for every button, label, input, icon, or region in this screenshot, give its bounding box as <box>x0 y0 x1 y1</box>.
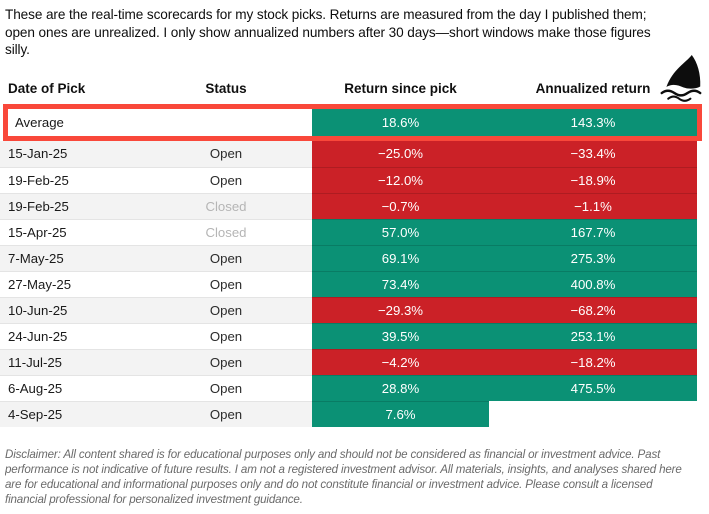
return-since-pick-cell: 69.1% <box>312 244 489 271</box>
return-since-pick-cell: 28.8% <box>312 374 489 401</box>
table-header-row: Date of Pick Status Return since pick An… <box>0 80 697 98</box>
pick-date-cell: 15-Apr-25 <box>0 218 140 245</box>
table-row: 4-Sep-25 Open 7.6% <box>0 400 697 427</box>
table-row: 6-Aug-25 Open 28.8% 475.5% <box>0 374 697 401</box>
pick-status-cell: Open <box>140 374 312 401</box>
pick-date-cell: 11-Jul-25 <box>0 348 140 375</box>
table-row: 10-Jun-25 Open −29.3% −68.2% <box>0 296 697 323</box>
header-status: Status <box>205 81 247 97</box>
return-since-pick-cell: 57.0% <box>312 218 489 245</box>
pick-status-cell: Open <box>140 400 312 427</box>
annualized-return-cell: 400.8% <box>489 270 697 297</box>
annualized-return-cell: 253.1% <box>489 322 697 349</box>
disclaimer-text: Disclaimer: All content shared is for ed… <box>0 447 709 508</box>
average-label: Average <box>8 108 312 136</box>
disclaimer-line: financial professional for personalized … <box>5 493 303 507</box>
header-return-since-pick: Return since pick <box>344 81 457 97</box>
table-row: 15-Jan-25 Open −25.0% −33.4% <box>0 140 697 167</box>
annualized-return-cell: 475.5% <box>489 374 697 401</box>
pick-status-cell: Open <box>140 322 312 349</box>
annualized-return-cell <box>489 400 697 427</box>
average-row-highlight-box: Average 18.6% 143.3% <box>3 103 702 141</box>
pick-status-cell: Open <box>140 166 312 193</box>
pick-date-cell: 15-Jan-25 <box>0 140 140 167</box>
disclaimer-line: Disclaimer: All content shared is for ed… <box>5 447 661 461</box>
intro-line: open ones are unrealized. I only show an… <box>5 24 651 40</box>
annualized-return-cell: 167.7% <box>489 218 697 245</box>
intro-line: silly. <box>5 42 30 58</box>
return-since-pick-cell: −29.3% <box>312 296 489 323</box>
pick-status-cell: Open <box>140 348 312 375</box>
pick-date-cell: 19-Feb-25 <box>0 192 140 219</box>
annualized-return-cell: −18.2% <box>489 348 697 375</box>
table-row: 19-Feb-25 Open −12.0% −18.9% <box>0 166 697 193</box>
return-since-pick-cell: −12.0% <box>312 166 489 193</box>
average-row: Average 18.6% 143.3% <box>8 108 697 136</box>
annualized-return-cell: −1.1% <box>489 192 697 219</box>
pick-date-cell: 4-Sep-25 <box>0 400 140 427</box>
disclaimer-line: are for educational and informational pu… <box>5 478 653 492</box>
disclaimer-line: performance is not indicative of future … <box>5 462 682 476</box>
return-since-pick-cell: −25.0% <box>312 140 489 167</box>
pick-status-cell: Open <box>140 270 312 297</box>
pick-date-cell: 19-Feb-25 <box>0 166 140 193</box>
annualized-return-cell: −18.9% <box>489 166 697 193</box>
return-since-pick-cell: 7.6% <box>312 400 489 427</box>
pick-date-cell: 10-Jun-25 <box>0 296 140 323</box>
pick-date-cell: 7-May-25 <box>0 244 140 271</box>
table-row: 27-May-25 Open 73.4% 400.8% <box>0 270 697 297</box>
pick-status-cell: Closed <box>140 192 312 219</box>
table-row: 7-May-25 Open 69.1% 275.3% <box>0 244 697 271</box>
pick-status-cell: Open <box>140 296 312 323</box>
pick-status-cell: Open <box>140 140 312 167</box>
table-body: 15-Jan-25 Open −25.0% −33.4% 19-Feb-25 O… <box>0 140 697 427</box>
average-annualized-cell: 143.3% <box>489 108 697 136</box>
annualized-return-cell: −33.4% <box>489 140 697 167</box>
pick-status-cell: Closed <box>140 218 312 245</box>
pick-date-cell: 27-May-25 <box>0 270 140 297</box>
annualized-return-cell: 275.3% <box>489 244 697 271</box>
return-since-pick-cell: 73.4% <box>312 270 489 297</box>
annualized-return-cell: −68.2% <box>489 296 697 323</box>
table-row: 24-Jun-25 Open 39.5% 253.1% <box>0 322 697 349</box>
table-row: 15-Apr-25 Closed 57.0% 167.7% <box>0 218 697 245</box>
return-since-pick-cell: 39.5% <box>312 322 489 349</box>
pick-date-cell: 6-Aug-25 <box>0 374 140 401</box>
header-date-of-pick: Date of Pick <box>8 81 86 97</box>
pick-status-cell: Open <box>140 244 312 271</box>
shark-fin-icon <box>657 54 704 102</box>
table-row: 11-Jul-25 Open −4.2% −18.2% <box>0 348 697 375</box>
pick-date-cell: 24-Jun-25 <box>0 322 140 349</box>
intro-line: These are the real-time scorecards for m… <box>5 7 647 22</box>
intro-text: These are the real-time scorecards for m… <box>0 0 709 59</box>
return-since-pick-cell: −4.2% <box>312 348 489 375</box>
header-annualized-return: Annualized return <box>535 81 651 97</box>
return-since-pick-cell: −0.7% <box>312 192 489 219</box>
average-return-cell: 18.6% <box>312 108 489 136</box>
table-row: 19-Feb-25 Closed −0.7% −1.1% <box>0 192 697 219</box>
